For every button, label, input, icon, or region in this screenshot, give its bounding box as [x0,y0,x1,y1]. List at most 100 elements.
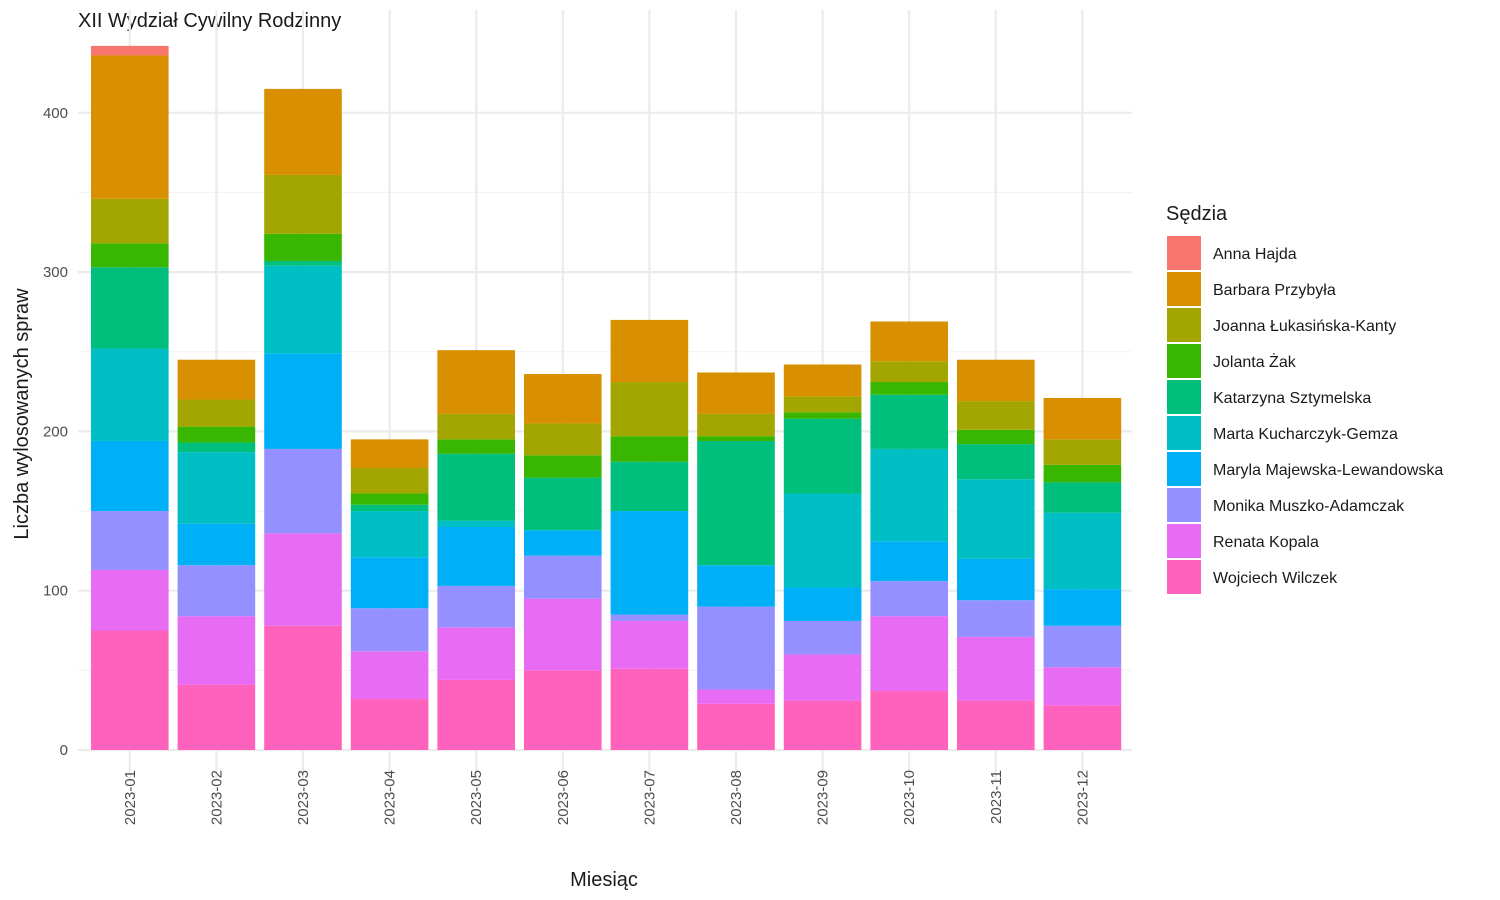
legend-swatch [1167,344,1201,378]
bar-segment [1043,625,1122,668]
x-tick-label: 2023-04 [382,770,399,825]
legend: Sędzia Anna Hajda Barbara Przybyła Joanna … [1166,203,1443,594]
bar-segment [177,452,256,524]
bar-segment [610,461,689,512]
x-tick-label: 2023-09 [815,770,832,825]
bar-segment [264,265,342,354]
bar-segment [957,401,1035,430]
bar-segment [524,555,602,599]
bar-segment [697,440,775,566]
legend-swatch [1167,308,1201,342]
bars-layer [91,45,1122,750]
legend-swatch [1167,272,1201,306]
bar-segment [870,581,948,617]
bar-segment [437,679,515,750]
legend-label: Maryla Majewska-Lewandowska [1213,462,1443,479]
bar-segment [957,429,1035,445]
legend-label: Renata Kopala [1213,534,1319,551]
bar-segment [437,350,515,414]
bar-segment [177,442,256,453]
bar-segment [524,423,602,456]
bar-segment [177,565,256,617]
y-tick-label: 300 [43,264,68,281]
bar-segment [1043,482,1122,513]
legend-label: Jolanta Żak [1213,352,1297,371]
bar-segment [870,321,948,362]
x-tick-label: 2023-07 [641,770,658,825]
bar-segment [524,455,602,478]
bar-segment [610,319,689,383]
bar-segment [350,439,429,469]
bar-segment [91,511,169,570]
bar-segment [870,448,948,542]
bar-segment [91,55,169,199]
bar-segment [91,45,169,56]
bar-segment [177,399,256,427]
bar-segment [697,703,775,750]
bar-segment [264,353,342,449]
bar-segment [610,382,689,437]
bar-segment [264,88,342,175]
bar-segment [91,243,169,268]
x-tick-label: 2023-05 [468,770,485,825]
x-tick-label: 2023-02 [208,770,225,825]
bar-segment [524,374,602,424]
legend-label: Wojciech Wilczek [1213,570,1338,587]
bar-segment [957,600,1035,637]
legend-title: Sędzia [1166,203,1228,225]
bar-segment [264,233,342,261]
legend-label: Joanna Łukasińska-Kanty [1213,318,1396,335]
bar-segment [697,413,775,437]
bar-segment [350,557,429,609]
bar-segment [264,448,342,534]
bar-segment [870,394,948,449]
bar-segment [350,511,429,558]
legend-swatch [1167,236,1201,270]
bar-segment [437,439,515,454]
bar-segment [350,699,429,750]
bar-segment [437,520,515,527]
bar-segment [783,364,862,397]
bar-segment [610,620,689,669]
legend-swatch [1167,452,1201,486]
bar-segment [610,511,689,615]
bar-segment [264,174,342,234]
bar-segment [870,691,948,750]
bar-segment [957,444,1035,480]
y-tick-label: 0 [60,742,68,759]
bar-segment [697,689,775,704]
bar-segment [697,372,775,414]
bar-segment [783,587,862,621]
bar-segment [91,348,169,441]
bar-segment [437,526,515,586]
bar-segment [91,267,169,349]
bar-segment [177,684,256,750]
y-axis-ticks: 0 100 200 300 400 [43,105,68,759]
bar-segment [697,565,775,607]
bar-segment [1043,512,1122,590]
bar-segment [957,479,1035,559]
bar-segment [437,413,515,440]
x-tick-label: 2023-08 [728,770,745,825]
bar-segment [783,493,862,588]
bar-segment [91,569,169,631]
bar-segment [783,418,862,494]
x-axis-label: Miesiąc [570,869,638,891]
x-tick-label: 2023-06 [555,770,572,825]
bar-segment [177,426,256,443]
bar-segment [697,606,775,690]
bar-segment [264,260,342,266]
x-tick-label: 2023-10 [901,770,918,825]
x-tick-label: 2023-11 [988,770,1005,824]
bar-segment [870,616,948,692]
bar-segment [957,558,1035,601]
bar-segment [91,630,169,750]
y-tick-label: 200 [43,423,68,440]
bar-segment [610,436,689,462]
chart-title: XII Wydział Cywilny Rodzinny [78,10,341,32]
legend-swatch [1167,380,1201,414]
legend-swatch [1167,416,1201,450]
x-tick-label: 2023-03 [295,770,312,825]
bar-segment [91,198,169,244]
